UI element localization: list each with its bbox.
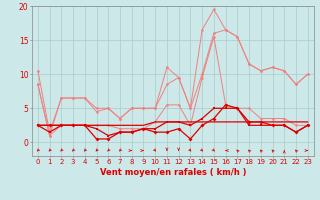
X-axis label: Vent moyen/en rafales ( km/h ): Vent moyen/en rafales ( km/h ) (100, 168, 246, 177)
